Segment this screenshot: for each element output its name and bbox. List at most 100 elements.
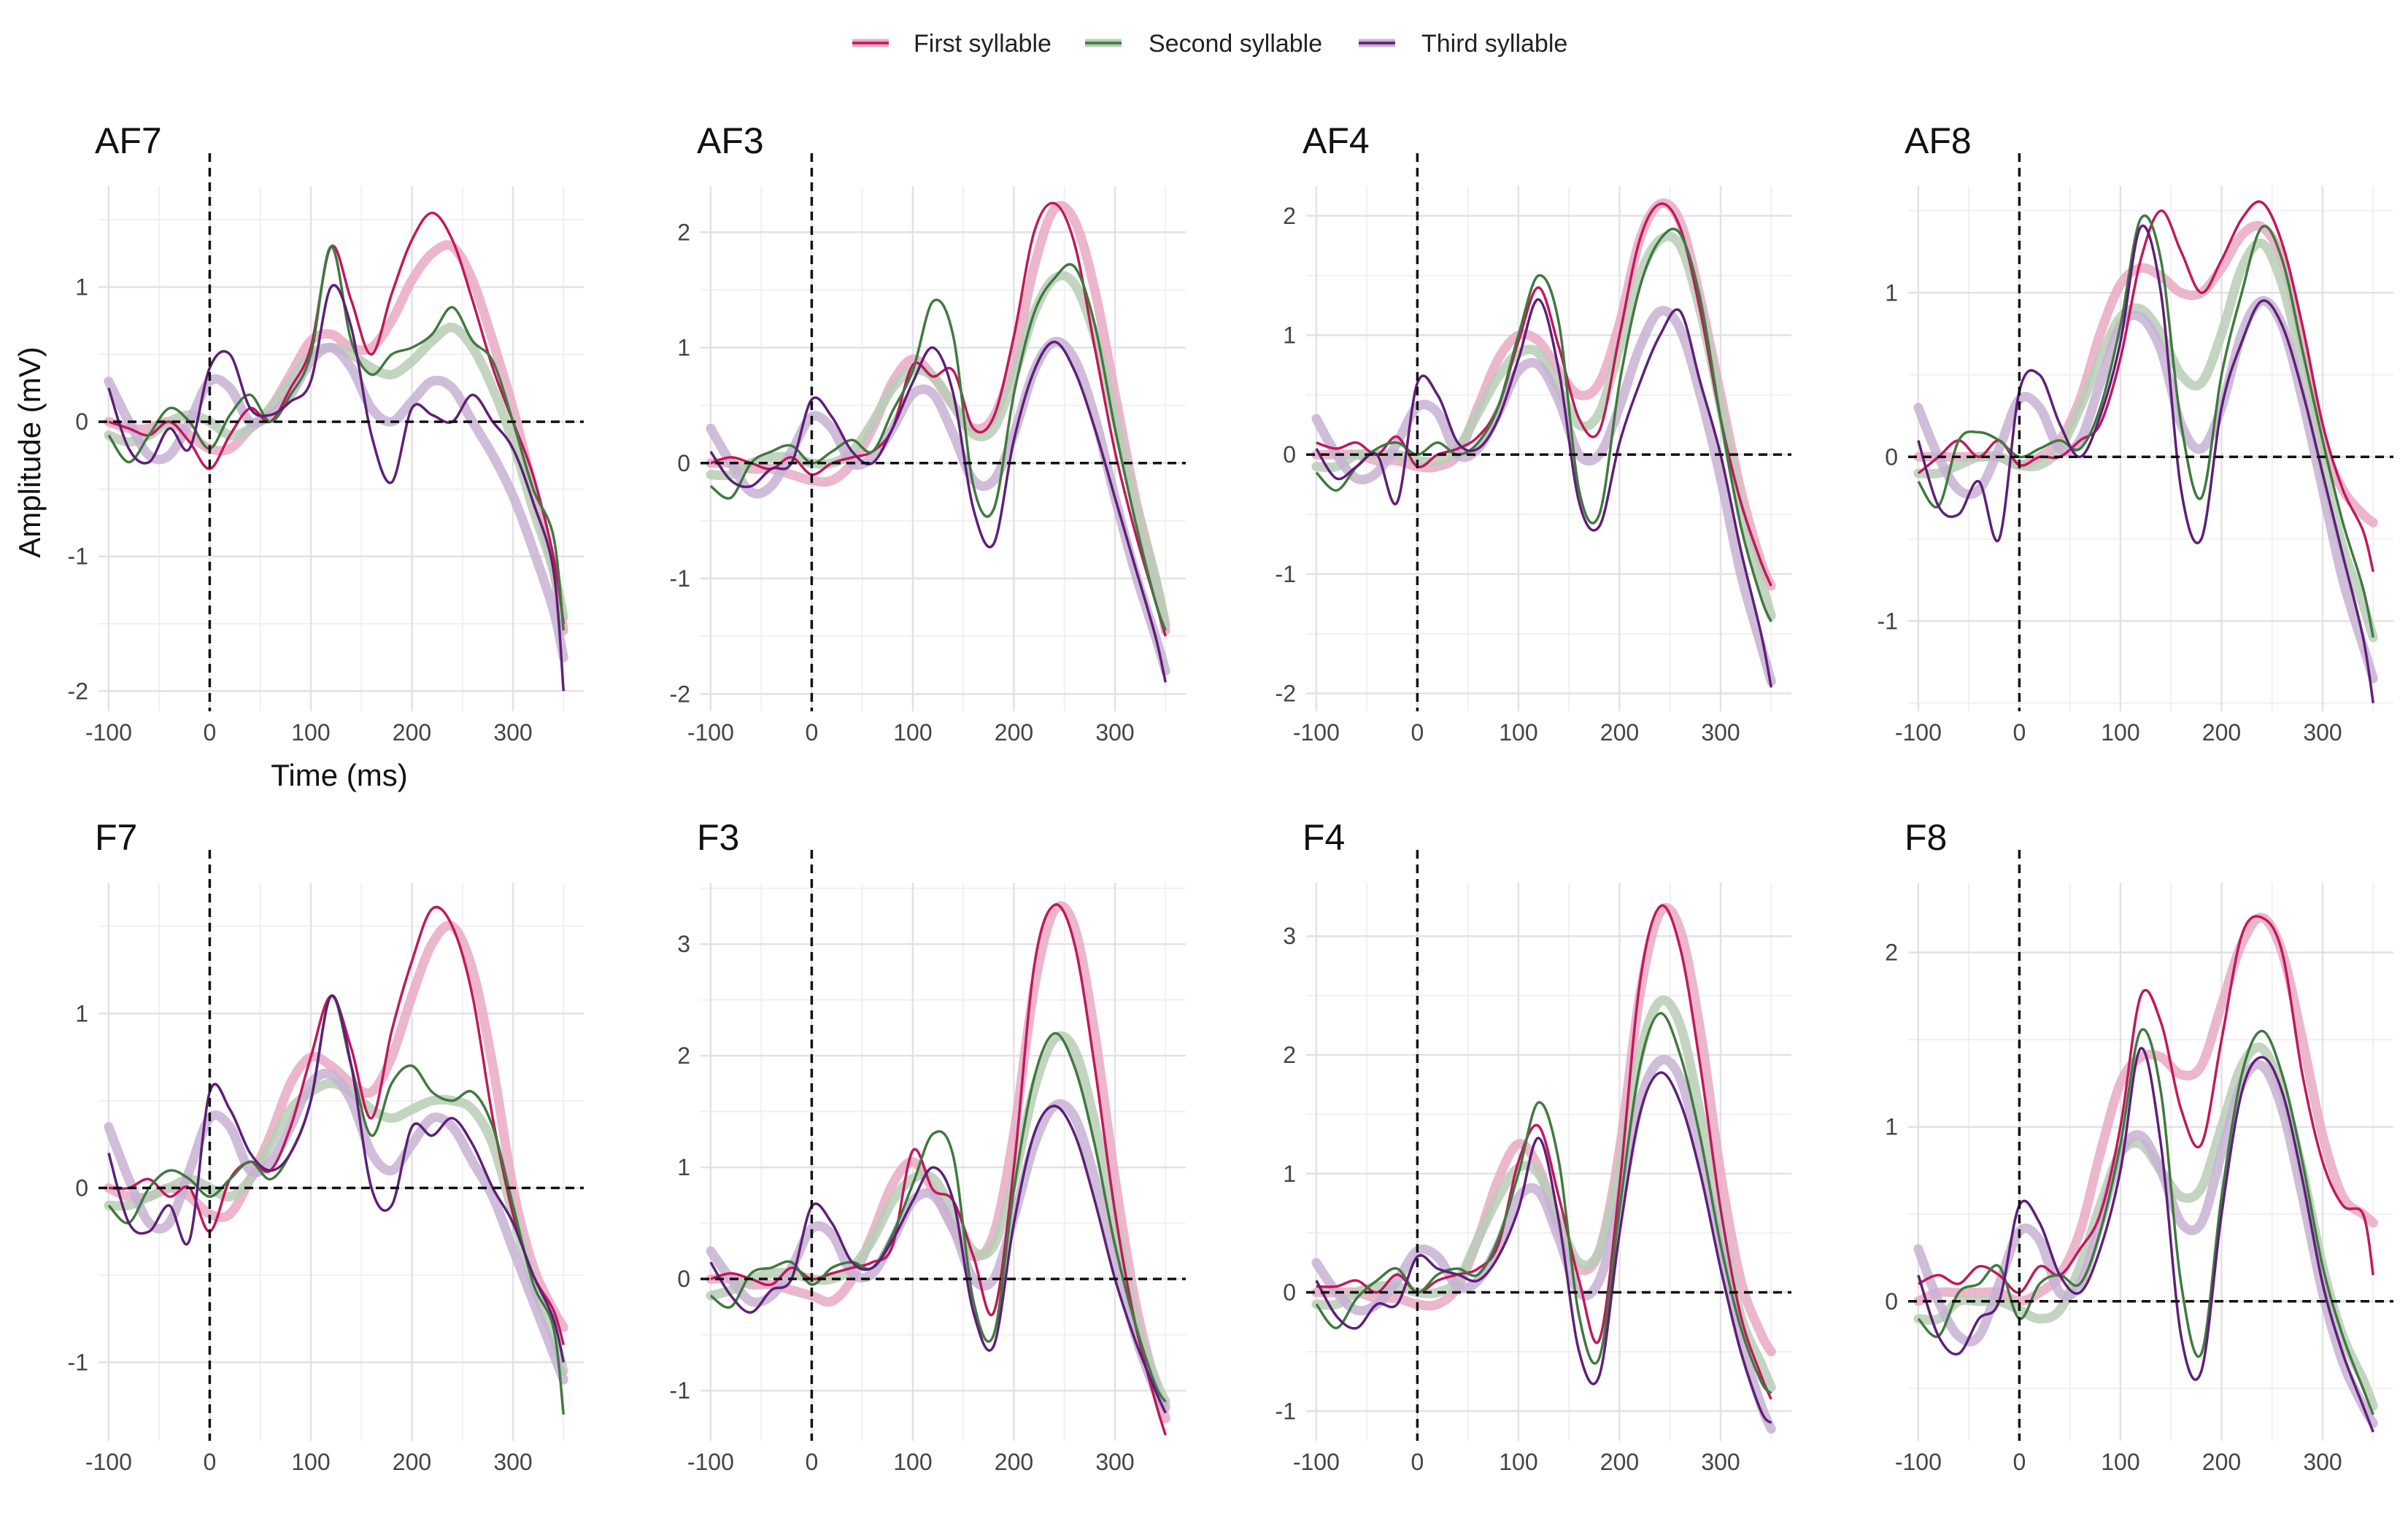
ticks-af7: -100 0 100 200 300 -2 -1 0 1 xyxy=(68,274,533,746)
y-tick-label: 1 xyxy=(677,335,690,361)
smooth-line-second xyxy=(104,322,568,622)
smooth-line-third xyxy=(1913,295,2378,684)
y-tick-label: 3 xyxy=(1283,923,1296,949)
x-tick-label: 300 xyxy=(2303,719,2342,746)
y-tick-label: 1 xyxy=(1283,322,1296,349)
y-tick-label: 0 xyxy=(75,409,88,435)
y-tick-label: -2 xyxy=(670,681,690,707)
y-tick-label: -1 xyxy=(1276,561,1296,587)
series-line-third xyxy=(107,284,566,692)
x-axis-title: Time (ms) xyxy=(271,758,407,792)
reference-lines-f3 xyxy=(701,850,1186,1441)
series-line-third xyxy=(1917,224,2375,704)
reference-lines-af7 xyxy=(99,153,584,711)
y-tick-label: -2 xyxy=(68,678,88,704)
x-tick-label: 100 xyxy=(291,1449,330,1475)
x-tick-label: 100 xyxy=(2101,1449,2139,1475)
series-af7 xyxy=(107,212,566,692)
y-tick-label: 3 xyxy=(677,931,690,957)
x-tick-label: 0 xyxy=(2013,1449,2026,1475)
x-tick-label: 0 xyxy=(203,719,216,746)
panel-title-af4: AF4 xyxy=(1303,120,1370,161)
legend-item-third: Third syllable xyxy=(1359,30,1567,58)
panel-title-f8: F8 xyxy=(1905,817,1947,858)
y-tick-label: 1 xyxy=(1283,1161,1296,1187)
series-line-first xyxy=(108,212,566,624)
x-tick-label: -100 xyxy=(687,1449,734,1475)
y-tick-label: 1 xyxy=(75,274,88,300)
reference-lines-f7 xyxy=(99,850,584,1441)
panel-title-af8: AF8 xyxy=(1905,120,1972,161)
y-tick-label: 2 xyxy=(1283,1042,1296,1068)
y-tick-label: 2 xyxy=(677,219,690,245)
panel-title-f7: F7 xyxy=(95,817,137,858)
series-line-third xyxy=(107,994,566,1363)
x-tick-label: 100 xyxy=(893,1449,932,1475)
panel-title-f4: F4 xyxy=(1303,817,1345,858)
series-f4 xyxy=(1315,904,1772,1424)
y-tick-label: 0 xyxy=(1283,1280,1296,1306)
y-tick-label: -1 xyxy=(68,1349,88,1375)
ticks-f8: -100 0 100 200 300 0 1 2 xyxy=(1885,940,2342,1475)
x-tick-label: 200 xyxy=(995,719,1033,746)
panel-af3: AF3 -100 0 100 200 300 -2 -1 0 1 2 xyxy=(670,120,1186,746)
y-tick-label: 0 xyxy=(1885,1288,1898,1315)
reference-lines-af3 xyxy=(701,153,1186,711)
x-tick-label: 200 xyxy=(1600,1449,1639,1475)
legend-label-second: Second syllable xyxy=(1149,30,1322,58)
series-line-second xyxy=(709,263,1167,631)
y-tick-label: 2 xyxy=(1885,940,1898,966)
y-tick-label: 0 xyxy=(75,1175,88,1201)
x-tick-label: 0 xyxy=(805,1449,818,1475)
x-tick-label: -100 xyxy=(1895,1449,1942,1475)
ticks-af8: -100 0 100 200 300 -1 0 1 xyxy=(1878,279,2342,746)
panel-af4: AF4 -100 0 100 200 300 -2 -1 0 1 2 xyxy=(1276,120,1791,746)
x-tick-label: 0 xyxy=(805,719,818,746)
series-line-second xyxy=(1315,228,1772,623)
x-tick-label: 0 xyxy=(203,1449,216,1475)
series-af4 xyxy=(1315,202,1773,688)
legend: First syllable Second syllable Third syl… xyxy=(852,30,1567,58)
x-tick-label: 0 xyxy=(1411,719,1424,746)
smooth-series-f4 xyxy=(1311,902,1776,1434)
smooth-series-af7 xyxy=(104,240,568,662)
smooth-line-first xyxy=(1913,913,2378,1307)
smooth-line-first xyxy=(104,240,568,635)
x-tick-label: 200 xyxy=(393,1449,431,1475)
x-tick-label: 100 xyxy=(2101,719,2139,746)
x-tick-label: 200 xyxy=(2202,719,2241,746)
series-line-third xyxy=(709,1104,1167,1414)
reference-lines-af8 xyxy=(1908,153,2393,711)
x-tick-label: -100 xyxy=(1895,719,1942,746)
grid-af4 xyxy=(1306,186,1791,711)
series-line-first xyxy=(710,903,1167,1436)
smooth-series-f7 xyxy=(104,920,568,1385)
y-tick-label: 1 xyxy=(1885,279,1898,306)
x-tick-label: 200 xyxy=(2202,1449,2241,1475)
x-tick-label: -100 xyxy=(1293,719,1340,746)
y-tick-label: 1 xyxy=(75,1000,88,1026)
y-tick-label: 1 xyxy=(677,1154,690,1180)
x-tick-label: 100 xyxy=(291,719,330,746)
x-tick-label: 200 xyxy=(1600,719,1639,746)
x-tick-label: 300 xyxy=(1095,1449,1134,1475)
smooth-line-second xyxy=(706,271,1170,630)
y-tick-label: -1 xyxy=(1276,1398,1296,1424)
series-line-third xyxy=(1917,1047,2374,1433)
x-tick-label: -100 xyxy=(85,1449,132,1475)
smooth-line-third xyxy=(1913,1059,2378,1428)
panel-f4: F4 -100 0 100 200 300 -1 0 1 2 3 xyxy=(1276,817,1791,1475)
y-tick-label: 0 xyxy=(1885,444,1898,470)
x-tick-label: 300 xyxy=(2303,1449,2342,1475)
legend-label-third: Third syllable xyxy=(1421,30,1567,58)
ticks-af4: -100 0 100 200 300 -2 -1 0 1 2 xyxy=(1276,203,1740,746)
x-tick-label: -100 xyxy=(85,719,132,746)
x-tick-label: 300 xyxy=(1701,719,1740,746)
series-line-first xyxy=(108,905,565,1345)
legend-item-second: Second syllable xyxy=(1085,30,1322,58)
y-tick-label: -1 xyxy=(670,565,690,592)
x-tick-label: 200 xyxy=(393,719,431,746)
x-tick-label: 200 xyxy=(995,1449,1033,1475)
x-tick-label: 300 xyxy=(493,1449,532,1475)
